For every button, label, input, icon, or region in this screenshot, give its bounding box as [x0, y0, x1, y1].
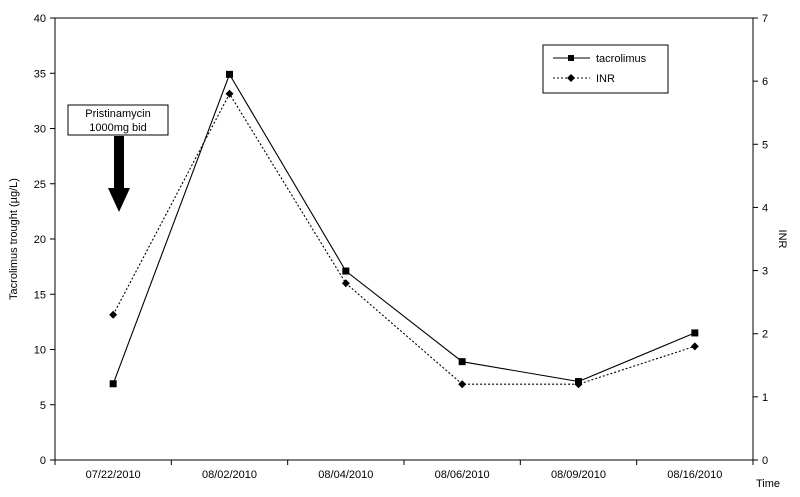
x-tick-label: 08/02/2010 — [202, 469, 257, 481]
series-inr-line — [112, 92, 695, 385]
y2-tick-label: 6 — [762, 76, 768, 88]
series-inr-point — [690, 342, 699, 351]
series-tacrolimus-point — [109, 380, 117, 388]
y-axis-title: Tacrolimus trought (µg/L) — [8, 178, 20, 300]
y-tick-label: 10 — [34, 345, 46, 357]
x-tick-label: 08/16/2010 — [667, 469, 722, 481]
legend-inr-marker — [567, 74, 575, 82]
series-inr-point — [574, 380, 583, 389]
x-tick-label: 08/09/2010 — [551, 469, 606, 481]
y-tick-label: 25 — [34, 179, 46, 191]
annotation-arrow-icon — [108, 136, 130, 212]
x-tick-label: 08/06/2010 — [435, 469, 490, 481]
legend: tacrolimus INR — [542, 44, 669, 94]
legend-box — [542, 44, 669, 94]
y2-tick-label: 3 — [762, 266, 768, 278]
annotation-line-1: Pristinamycin — [85, 108, 150, 120]
legend-tacrolimus-label: tacrolimus — [596, 53, 647, 65]
x-tick-label: 08/04/2010 — [318, 469, 373, 481]
annotation: Pristinamycin 1000mg bid — [67, 104, 169, 212]
annotation-line-2: 1000mg bid — [89, 122, 147, 134]
y2-tick-label: 4 — [762, 202, 768, 214]
series-inr-point — [109, 310, 118, 319]
y2-tick-label: 0 — [762, 455, 768, 467]
y-tick-label: 30 — [34, 124, 46, 136]
y-tick-label: 5 — [40, 400, 46, 412]
ticks-layer: 0 5 10 15 20 25 30 35 40 0 1 2 3 4 5 6 7 07/22/2010 08/02/… — [34, 13, 768, 481]
series-inr-point — [341, 279, 350, 288]
series-tacrolimus-point — [226, 70, 233, 78]
y2-tick-label: 7 — [762, 13, 768, 25]
y2-axis-title: INR — [776, 230, 788, 249]
series-tacrolimus-line — [112, 73, 696, 384]
x-axis-title: Time — [756, 478, 780, 490]
y-tick-label: 15 — [34, 289, 46, 301]
annotation-box — [67, 104, 169, 136]
series-tacrolimus-point — [458, 358, 466, 366]
series-inr-point — [225, 89, 234, 98]
y2-tick-label: 2 — [762, 329, 768, 341]
series-tacrolimus-point — [342, 267, 350, 275]
x-tick-label: 07/22/2010 — [86, 469, 141, 481]
y2-tick-label: 1 — [762, 392, 768, 404]
y2-tick-label: 5 — [762, 139, 768, 151]
y-tick-label: 20 — [34, 234, 46, 246]
legend-tacrolimus-marker — [568, 55, 574, 61]
series-tacrolimus-point — [691, 329, 699, 337]
y-tick-label: 40 — [34, 13, 46, 25]
y-tick-label: 35 — [34, 68, 46, 80]
legend-inr-label: INR — [596, 73, 615, 85]
y-tick-label: 0 — [40, 455, 46, 467]
series-layer — [109, 70, 699, 389]
series-inr-point — [458, 380, 467, 389]
